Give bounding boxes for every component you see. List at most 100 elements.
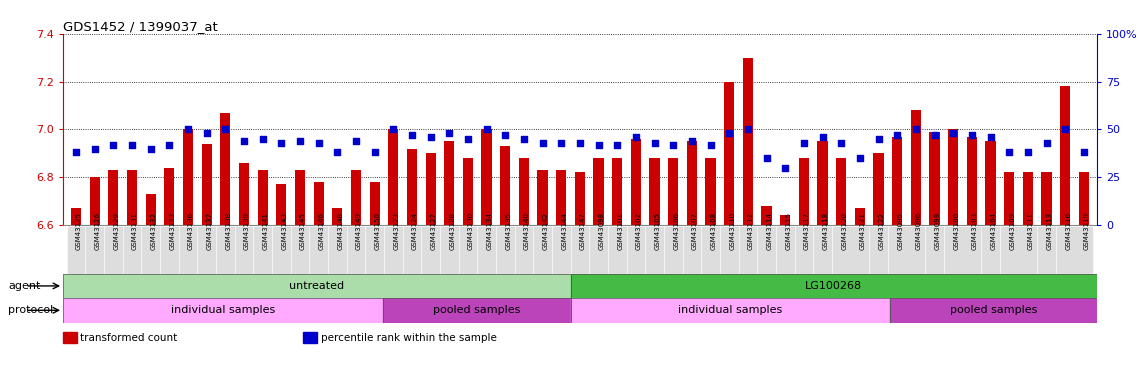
Text: GSM43111: GSM43111: [1028, 212, 1034, 250]
Bar: [702, 227, 719, 274]
Bar: [890, 298, 1097, 322]
Bar: [852, 227, 868, 274]
Bar: [385, 227, 402, 274]
Bar: [665, 227, 681, 274]
Bar: [590, 227, 607, 274]
Point: [776, 165, 795, 171]
Text: GDS1452 / 1399037_at: GDS1452 / 1399037_at: [63, 20, 218, 33]
Bar: [276, 184, 286, 225]
Text: GSM43150: GSM43150: [374, 212, 380, 250]
Bar: [966, 136, 977, 225]
Bar: [388, 129, 398, 225]
Bar: [910, 110, 921, 225]
Bar: [89, 177, 100, 225]
Point: [832, 140, 851, 146]
Bar: [761, 206, 772, 225]
Text: GSM43117: GSM43117: [804, 212, 810, 250]
Text: GSM43140: GSM43140: [524, 212, 530, 250]
Bar: [515, 227, 532, 274]
Point: [160, 142, 179, 148]
Text: GSM43101: GSM43101: [617, 212, 623, 250]
Text: GSM43110: GSM43110: [729, 212, 735, 250]
Text: GSM43147: GSM43147: [581, 212, 586, 250]
Text: GSM43116: GSM43116: [1065, 212, 1072, 250]
Point: [459, 136, 477, 142]
Bar: [239, 163, 250, 225]
Point: [981, 134, 1000, 140]
Point: [385, 126, 403, 132]
Text: GSM43149: GSM43149: [356, 212, 362, 250]
Bar: [403, 227, 420, 274]
Bar: [926, 227, 943, 274]
Bar: [63, 298, 382, 322]
Point: [440, 130, 458, 136]
Text: GSM43139: GSM43139: [244, 212, 250, 250]
Bar: [743, 58, 753, 225]
Bar: [1042, 172, 1051, 225]
Point: [403, 132, 421, 138]
Bar: [855, 208, 864, 225]
Bar: [314, 182, 324, 225]
Text: GSM43143: GSM43143: [282, 212, 287, 250]
Bar: [1022, 172, 1033, 225]
Bar: [571, 227, 589, 274]
Point: [608, 142, 626, 148]
Bar: [310, 227, 327, 274]
Text: GSM43130: GSM43130: [468, 212, 474, 250]
Point: [1037, 140, 1056, 146]
Point: [496, 132, 514, 138]
Bar: [500, 146, 511, 225]
Bar: [553, 227, 570, 274]
Point: [309, 140, 327, 146]
Bar: [236, 227, 252, 274]
Text: GSM43138: GSM43138: [226, 212, 231, 250]
Point: [720, 130, 739, 136]
Bar: [479, 227, 495, 274]
Text: GSM43118: GSM43118: [822, 212, 829, 250]
Point: [216, 126, 235, 132]
Text: GSM43098: GSM43098: [599, 212, 605, 250]
Text: GSM43104: GSM43104: [990, 212, 996, 250]
Point: [795, 140, 813, 146]
Text: agent: agent: [8, 281, 40, 291]
Text: GSM43144: GSM43144: [561, 213, 567, 250]
Bar: [570, 298, 890, 322]
Text: pooled samples: pooled samples: [433, 305, 520, 315]
Bar: [1019, 227, 1036, 274]
Text: transformed count: transformed count: [80, 333, 177, 343]
Bar: [870, 227, 887, 274]
Text: GSM43109: GSM43109: [1009, 212, 1016, 250]
Point: [571, 140, 590, 146]
Bar: [758, 227, 775, 274]
Bar: [463, 158, 473, 225]
Text: individual samples: individual samples: [171, 305, 275, 315]
Bar: [254, 227, 271, 274]
Bar: [575, 172, 585, 225]
Point: [943, 130, 962, 136]
Bar: [124, 227, 141, 274]
Bar: [370, 182, 380, 225]
Bar: [646, 227, 663, 274]
Point: [273, 140, 291, 146]
Bar: [1004, 172, 1014, 225]
Bar: [109, 170, 118, 225]
Bar: [161, 227, 177, 274]
Text: GSM43125: GSM43125: [76, 213, 82, 250]
Bar: [145, 194, 156, 225]
Text: GSM43135: GSM43135: [505, 212, 512, 250]
Bar: [669, 158, 678, 225]
Text: GSM43105: GSM43105: [655, 212, 661, 250]
Bar: [1060, 86, 1071, 225]
Point: [813, 134, 831, 140]
Bar: [740, 227, 757, 274]
Bar: [441, 227, 458, 274]
Bar: [892, 136, 902, 225]
Bar: [202, 144, 212, 225]
Bar: [382, 298, 570, 322]
Bar: [537, 170, 547, 225]
Bar: [814, 227, 831, 274]
Bar: [86, 227, 103, 274]
Point: [291, 138, 309, 144]
Bar: [799, 158, 810, 225]
Bar: [609, 227, 625, 274]
